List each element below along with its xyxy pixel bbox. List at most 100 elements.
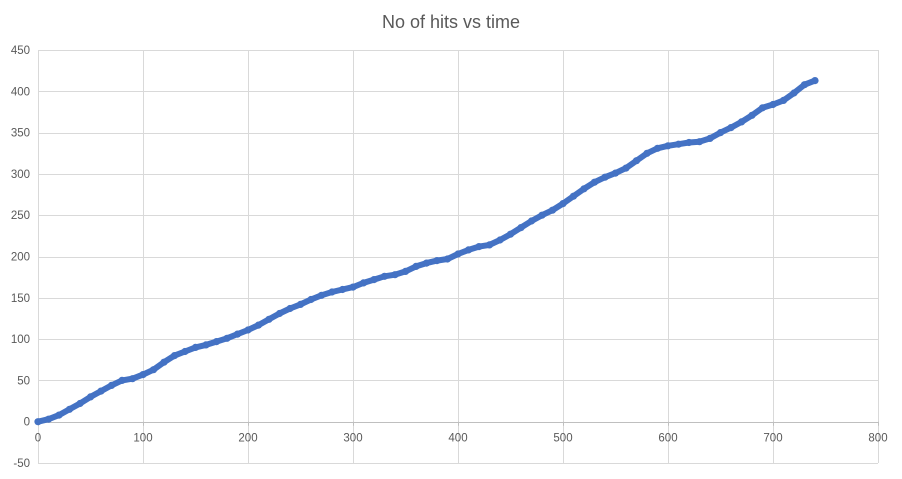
data-point — [758, 104, 767, 112]
data-point — [86, 393, 95, 401]
gridlines — [38, 50, 879, 464]
data-point — [34, 418, 42, 426]
data-point — [55, 411, 63, 419]
x-tick-label: 800 — [868, 433, 887, 445]
x-tick-labels: 0 100 200 300 400 500 600 700 800 — [35, 433, 888, 445]
data-point — [664, 142, 672, 150]
y-tick-label: 250 — [11, 210, 30, 222]
data-point — [811, 77, 819, 85]
data-point — [685, 138, 693, 147]
data-point — [370, 276, 378, 284]
y-tick-label: 200 — [11, 252, 30, 264]
data-point — [548, 206, 557, 214]
y-tick-label: 50 — [17, 375, 30, 387]
data-point — [296, 300, 305, 308]
y-tick-label: 0 — [24, 417, 30, 429]
data-point — [160, 358, 168, 366]
data-point — [422, 259, 431, 267]
data-point — [338, 285, 347, 294]
y-tick-label: -50 — [13, 458, 30, 470]
y-tick-label: 150 — [11, 293, 30, 305]
data-point — [275, 309, 284, 318]
data-point — [464, 246, 473, 254]
data-point — [790, 89, 798, 97]
data-point — [737, 118, 746, 126]
data-point — [475, 243, 483, 251]
data-point — [223, 334, 231, 342]
data-point — [653, 144, 662, 152]
data-point — [622, 164, 630, 172]
data-point — [328, 288, 336, 296]
data-point — [65, 405, 74, 413]
data-point — [254, 321, 263, 329]
data-point — [601, 173, 609, 181]
data-point — [433, 257, 441, 265]
data-point — [244, 326, 252, 334]
data-point — [611, 169, 620, 177]
data-point — [286, 304, 294, 313]
data-point — [706, 134, 714, 142]
data-point — [538, 211, 546, 219]
data-point — [527, 217, 536, 225]
data-point — [580, 185, 588, 193]
data-point — [391, 271, 399, 279]
data-point — [118, 376, 126, 384]
data-point — [559, 200, 567, 208]
data-point — [307, 295, 315, 304]
data-point — [496, 236, 504, 244]
data-point — [674, 140, 683, 148]
data-point — [748, 111, 756, 119]
x-tick-label: 0 — [35, 433, 41, 445]
y-tick-labels: -50 0 50 100 150 200 250 300 350 400 450 — [11, 45, 30, 470]
data-point — [139, 371, 147, 379]
data-point — [401, 267, 410, 275]
x-tick-label: 200 — [238, 433, 257, 445]
data-point — [412, 262, 420, 270]
data-point — [317, 291, 326, 299]
data-point — [212, 338, 221, 346]
data-point — [97, 387, 105, 395]
data-point — [695, 138, 704, 146]
data-point — [128, 375, 137, 383]
data-point — [233, 330, 242, 338]
data-point — [191, 343, 200, 351]
data-point — [380, 272, 389, 280]
data-point — [443, 255, 452, 263]
chart-title: No of hits vs time — [381, 12, 521, 32]
data-point — [265, 315, 273, 323]
data-point — [107, 381, 116, 389]
data-point — [202, 341, 210, 349]
data-point — [569, 192, 578, 200]
data-point — [517, 224, 525, 232]
data-point — [506, 230, 515, 238]
x-tick-label: 700 — [763, 433, 782, 445]
data-point — [76, 399, 84, 408]
y-tick-label: 450 — [11, 45, 30, 57]
data-point — [800, 81, 809, 89]
data-point — [632, 157, 641, 165]
data-point — [485, 241, 494, 249]
data-point — [716, 129, 725, 137]
data-point — [170, 352, 179, 360]
data-point — [769, 100, 777, 109]
data-point — [149, 366, 158, 374]
data-point — [779, 96, 788, 104]
y-tick-label: 100 — [11, 334, 30, 346]
data-point — [349, 283, 357, 291]
x-tick-label: 300 — [343, 433, 362, 445]
data-point — [454, 250, 462, 258]
x-tick-label: 500 — [553, 433, 572, 445]
data-point — [359, 279, 368, 287]
data-point — [727, 124, 735, 132]
data-point — [44, 415, 53, 423]
data-point — [590, 178, 599, 186]
y-tick-label: 400 — [11, 86, 30, 98]
y-tick-label: 300 — [11, 169, 30, 181]
data-point — [643, 149, 651, 157]
x-tick-label: 600 — [658, 433, 677, 445]
y-tick-label: 350 — [11, 128, 30, 140]
data-series — [34, 77, 819, 426]
x-tick-label: 100 — [133, 433, 152, 445]
